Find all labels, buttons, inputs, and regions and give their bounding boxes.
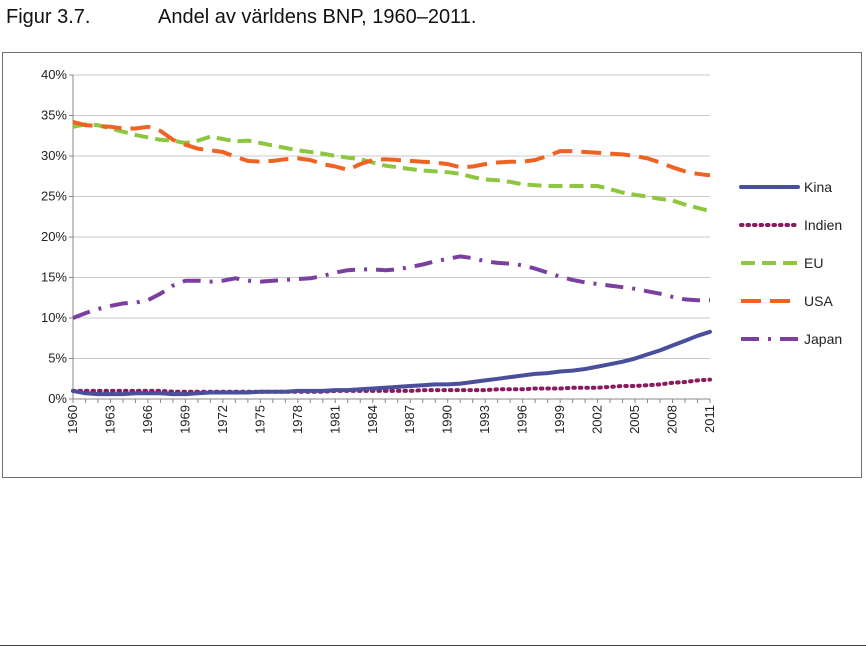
x-tick-label: 1960: [65, 405, 80, 434]
y-tick-label: 40%: [41, 67, 67, 82]
y-tick-label: 5%: [48, 351, 67, 366]
y-tick-labels: 0% 5% 10% 15% 20% 25% 30% 35% 40%: [41, 67, 67, 406]
y-tick-label: 25%: [41, 189, 67, 204]
series-line-kina: [71, 329, 712, 397]
y-tick-label: 30%: [41, 148, 67, 163]
legend: Kina Indien EU USA Japan: [739, 179, 842, 347]
series-line-indien: [71, 377, 712, 394]
chart-frame: 0% 5% 10% 15% 20% 25% 30% 35% 40% 1960 1963 1966 19…: [2, 52, 862, 478]
axes: [69, 74, 711, 403]
x-tick-label: 1966: [140, 405, 155, 434]
x-tick-label: 1987: [402, 405, 417, 434]
series-line-eu: [72, 122, 711, 214]
x-tick-label: 1963: [102, 405, 117, 434]
x-tick-label: 1999: [552, 405, 567, 434]
series-line-japan: [72, 254, 710, 320]
x-tick-label: 2011: [702, 405, 717, 433]
y-tick-label: 15%: [41, 270, 67, 285]
x-tick-label: 1981: [327, 405, 342, 434]
x-tick-label: 1990: [440, 405, 455, 434]
x-tick-label: 1969: [177, 405, 192, 434]
bottom-rule: [0, 645, 866, 646]
y-tick-label: 0%: [48, 391, 67, 406]
x-tick-label: 1978: [290, 405, 305, 434]
legend-label-kina: Kina: [804, 179, 832, 195]
line-chart: 0%5%10%15%20%25%30%35%40% 1960 1963 1966 19…: [41, 67, 842, 434]
legend-label-indien: Indien: [804, 217, 842, 233]
x-tick-label: 2008: [665, 405, 680, 434]
figure-title: Andel av världens BNP, 1960–2011.: [158, 6, 477, 28]
series-line-usa: [72, 120, 711, 178]
x-tick-labels: 1960 1963 1966 1969 1972 1975 1978 1981 1984 1987…: [65, 405, 717, 434]
legend-label-eu: EU: [804, 255, 823, 271]
x-tick-label: 2005: [627, 405, 642, 434]
figure-number: Figur 3.7.: [6, 6, 91, 28]
x-tick-label: 1972: [215, 405, 230, 434]
x-tick-label: 1984: [365, 405, 380, 434]
y-tick-label: 35%: [41, 108, 67, 123]
x-tick-label: 1996: [515, 405, 530, 434]
gridlines: [73, 74, 710, 359]
x-tick-label: 1975: [252, 405, 267, 434]
legend-label-usa: USA: [804, 293, 833, 309]
figure-caption: Figur 3.7. Andel av världens BNP, 1960–20…: [6, 2, 476, 32]
x-tick-label: 2002: [590, 405, 605, 434]
legend-label-japan: Japan: [804, 331, 842, 347]
x-tick-label: 1993: [477, 405, 492, 434]
y-tick-label: 20%: [41, 229, 67, 244]
y-tick-label: 10%: [41, 310, 67, 325]
series-lines: [71, 120, 712, 397]
